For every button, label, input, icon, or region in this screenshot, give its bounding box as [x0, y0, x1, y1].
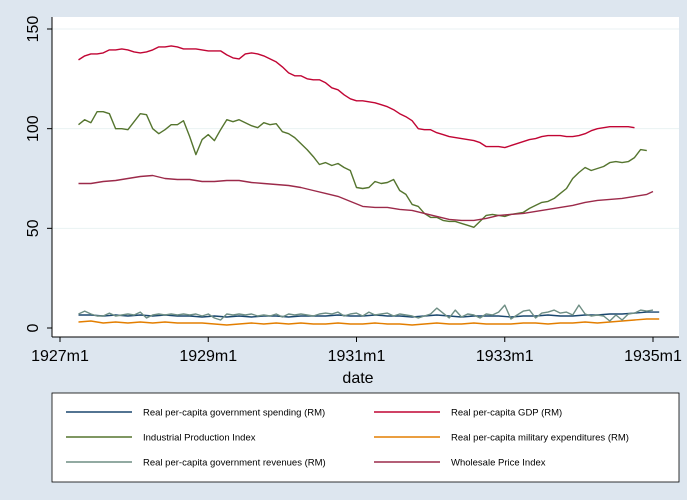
y-tick-label: 50 — [25, 219, 42, 237]
legend-item: Real per-capita government spending (RM) — [66, 408, 325, 419]
x-tick-label: 1929m1 — [179, 348, 237, 365]
legend-label: Wholesale Price Index — [451, 458, 546, 469]
legend: Real per-capita government spending (RM)… — [66, 408, 629, 469]
y-tick-label: 0 — [25, 323, 42, 332]
legend-item: Real per-capita government revenues (RM) — [66, 458, 326, 469]
x-ticks: 1927m1 1929m1 1931m1 1933m1 1935m1 — [31, 337, 682, 365]
y-tick-label: 100 — [25, 115, 42, 142]
legend-item: Real per-capita military expenditures (R… — [374, 433, 629, 444]
legend-item: Wholesale Price Index — [374, 458, 546, 469]
x-tick-label: 1927m1 — [31, 348, 89, 365]
y-ticks: 0 50 100 150 — [25, 16, 52, 332]
legend-label: Real per-capita military expenditures (R… — [451, 433, 629, 444]
series-line-wholesale-price-index — [78, 174, 654, 222]
x-tick-label: 1935m1 — [624, 348, 682, 365]
legend-label: Real per-capita government spending (RM) — [143, 408, 325, 419]
legend-item: Industrial Production Index — [66, 433, 256, 444]
y-tick-label: 150 — [25, 16, 42, 43]
x-tick-label: 1931m1 — [328, 348, 386, 365]
legend-box — [51, 392, 680, 483]
legend-label: Real per-capita GDP (RM) — [451, 408, 562, 419]
grid — [52, 28, 679, 229]
series-line-real-per-capita-military-expenditures-rm — [78, 318, 660, 326]
x-tick-label: 1933m1 — [476, 348, 534, 365]
x-axis-title: date — [342, 370, 373, 387]
legend-label: Industrial Production Index — [143, 433, 256, 444]
legend-label: Real per-capita government revenues (RM) — [143, 458, 326, 469]
series-line-industrial-production-index — [78, 110, 647, 229]
series-lines — [78, 45, 660, 326]
series-line-real-per-capita-government-spending-rm — [78, 311, 660, 318]
series-line-real-per-capita-gdp-rm — [78, 45, 635, 149]
axes — [51, 17, 679, 338]
plot-area — [52, 17, 679, 337]
legend-item: Real per-capita GDP (RM) — [374, 408, 562, 419]
series-line-real-per-capita-government-revenues-rm — [78, 304, 654, 322]
